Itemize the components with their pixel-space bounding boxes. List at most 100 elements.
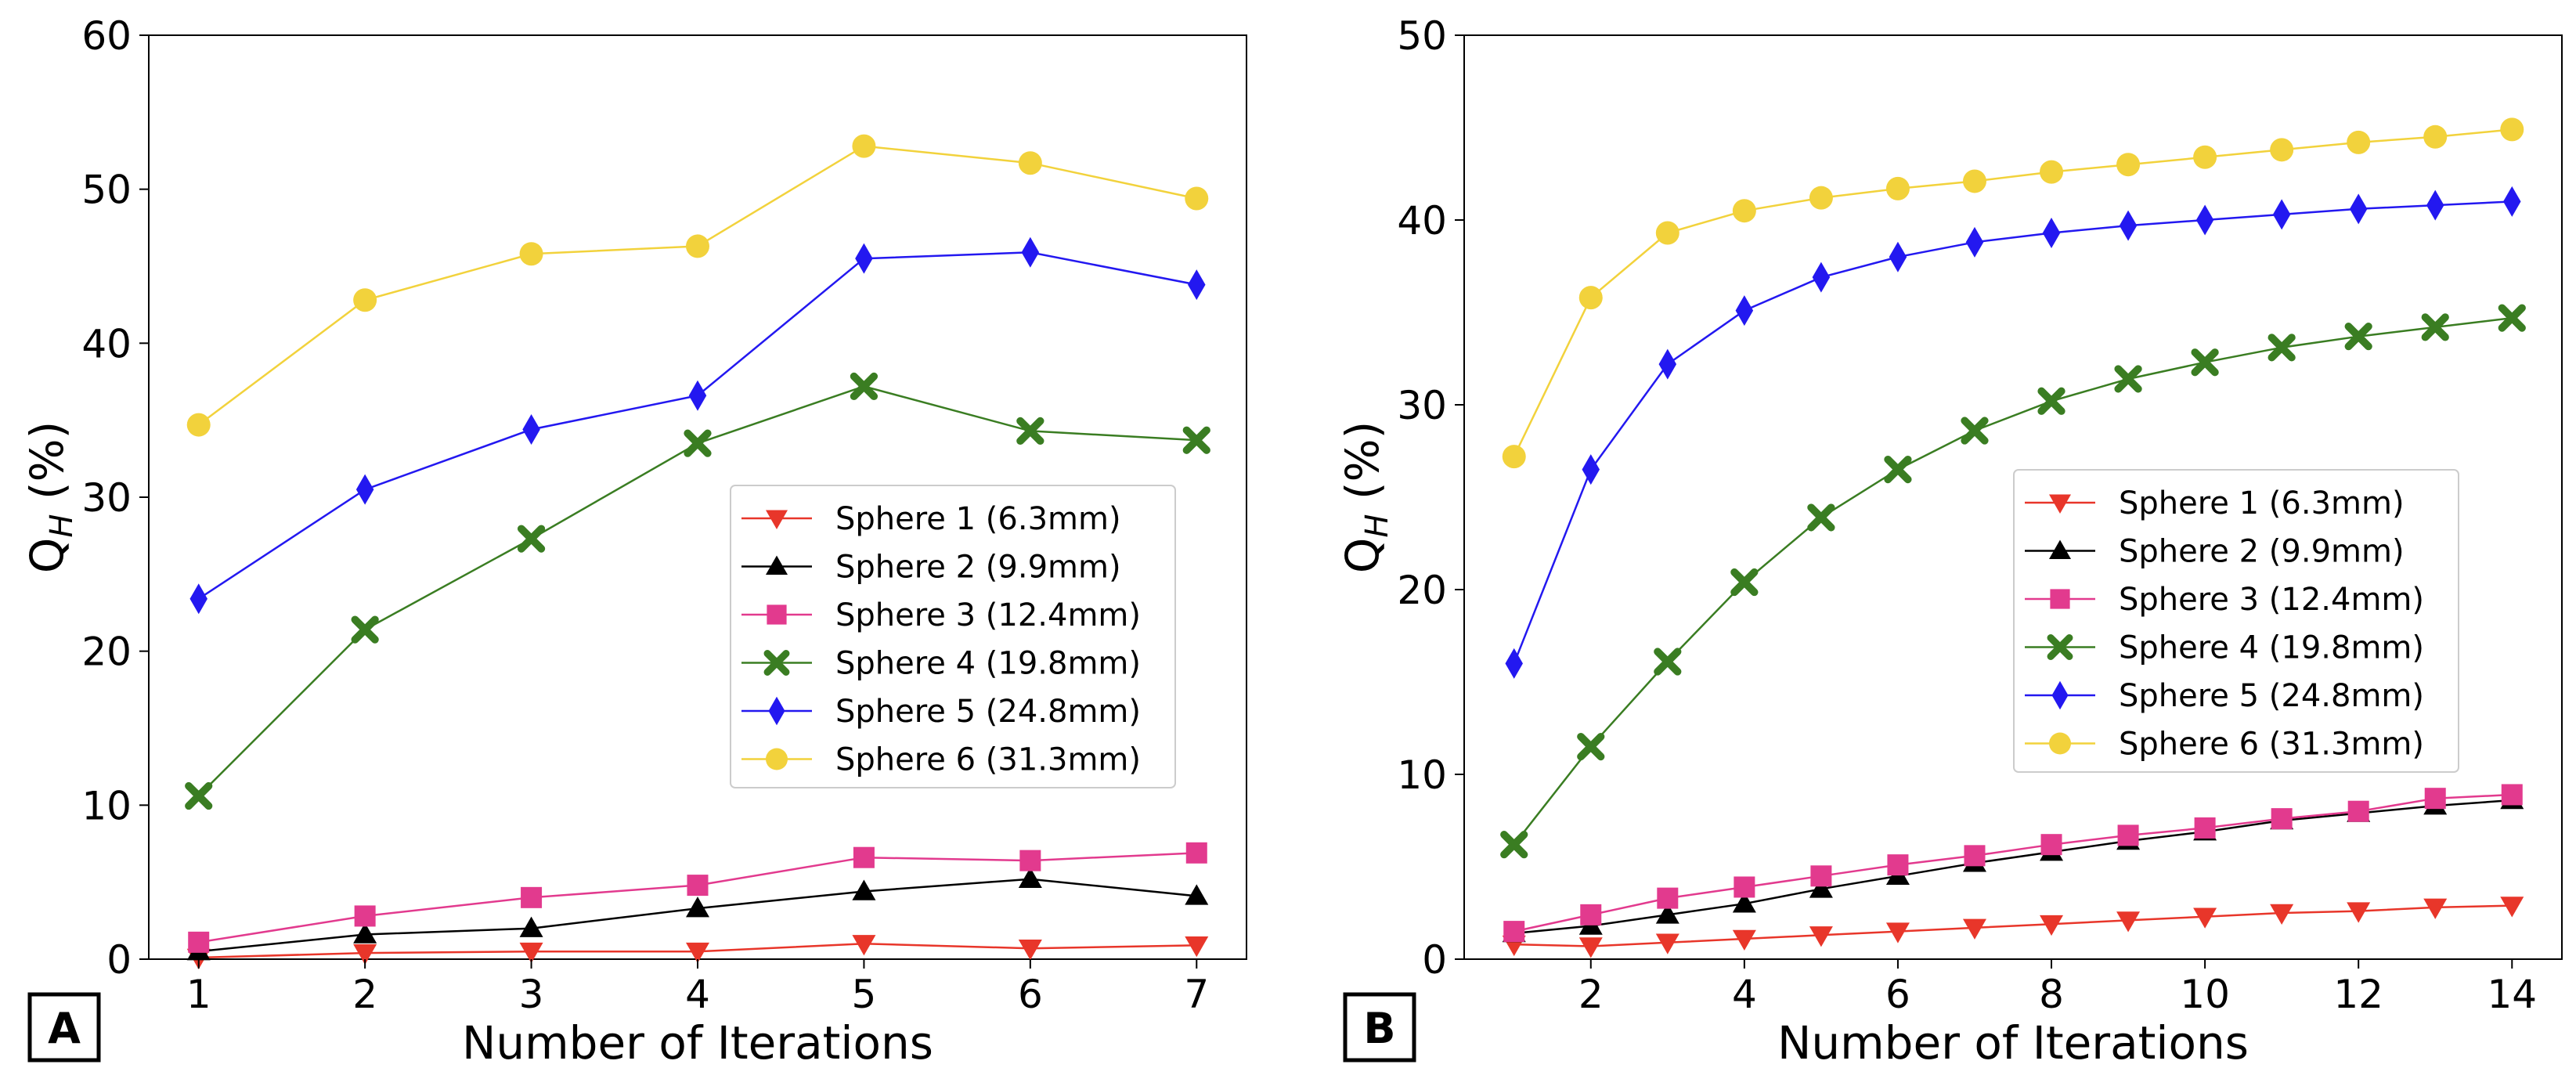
x-tick-label: 10 (2180, 972, 2230, 1017)
legend-box (730, 485, 1176, 788)
data-point (2270, 138, 2294, 162)
x-tick-label: 2 (352, 972, 377, 1017)
data-point (2498, 304, 2526, 332)
y-axis-label-sub: H (44, 514, 80, 538)
data-point (1578, 937, 1603, 958)
legend-entry: Sphere 6 (31.3mm) (2119, 727, 2424, 763)
data-point (2347, 800, 2369, 822)
data-point (185, 781, 213, 810)
data-point (2195, 204, 2214, 236)
legend-entry: Sphere 2 (9.9mm) (2119, 534, 2405, 570)
data-point (1500, 831, 1528, 859)
data-point (2503, 186, 2521, 217)
panel-letter: B (1363, 1004, 1395, 1053)
x-tick-label: 3 (519, 972, 544, 1017)
legend-marker (766, 555, 788, 575)
x-tick-label: 14 (2487, 972, 2537, 1017)
legend-marker (766, 510, 788, 529)
y-axis-label-main: Q (1336, 538, 1389, 574)
x-tick-label: 2 (1578, 972, 1604, 1017)
legend-marker (2049, 732, 2071, 755)
data-point (1730, 568, 1759, 597)
data-point (188, 931, 210, 953)
data-point (1185, 842, 1207, 864)
y-tick-label: 0 (1422, 937, 1447, 983)
y-axis-label-suffix: (%) (1336, 421, 1389, 500)
y-tick-label: 10 (81, 783, 132, 828)
legend-box (2013, 469, 2459, 773)
data-point (519, 942, 543, 964)
data-point (850, 372, 879, 401)
data-point (1016, 417, 1044, 446)
data-point (1019, 850, 1041, 871)
data-point (1021, 236, 1040, 268)
data-point (1810, 865, 1832, 887)
data-point (2426, 189, 2444, 221)
y-axis-label: QH (%) (20, 421, 80, 574)
data-point (2344, 323, 2372, 351)
legend-entry: Sphere 3 (12.4mm) (2119, 582, 2424, 618)
data-point (853, 846, 875, 868)
data-point (1809, 926, 1833, 947)
legend-marker (2051, 680, 2069, 710)
data-point (1578, 286, 1603, 310)
data-point (186, 413, 211, 437)
panel-letter: A (48, 1004, 81, 1053)
data-point (2119, 210, 2138, 241)
series-6 (1502, 117, 2524, 469)
data-point (2037, 387, 2065, 415)
y-axis-label: QH (%) (1336, 421, 1395, 574)
data-point (519, 242, 543, 266)
legend-entry: Sphere 1 (6.3mm) (835, 501, 1121, 537)
data-point (2270, 904, 2294, 925)
data-point (1655, 933, 1679, 954)
data-point (353, 288, 377, 312)
data-point (2040, 160, 2064, 184)
data-point (1734, 876, 1755, 898)
data-point (852, 935, 876, 956)
data-point (2500, 897, 2524, 918)
data-point (2423, 124, 2448, 149)
data-point (687, 875, 709, 897)
series-line (1513, 128, 2513, 457)
data-point (1018, 151, 1042, 175)
data-point (852, 134, 876, 158)
data-point (1735, 295, 1754, 327)
x-tick-label: 12 (2333, 972, 2383, 1017)
x-tick-label: 7 (1184, 972, 1209, 1017)
y-tick-label: 20 (81, 630, 132, 675)
y-tick-label: 10 (1397, 752, 1447, 798)
data-point (1885, 176, 1910, 200)
data-point (1018, 939, 1042, 961)
data-point (517, 525, 546, 553)
data-point (1503, 921, 1525, 943)
series-5 (189, 236, 1206, 615)
data-point (2423, 898, 2448, 919)
y-tick-label: 40 (1397, 198, 1447, 244)
data-point (1732, 929, 1756, 951)
legend: Sphere 1 (6.3mm) Sphere 2 (9.9mm) Sphere 3… (730, 485, 1176, 788)
data-point (1657, 887, 1679, 909)
data-point (2042, 218, 2061, 249)
series-line (1513, 799, 2513, 935)
x-axis-label: Number of Iterations (1777, 1016, 2249, 1070)
data-point (686, 897, 709, 918)
y-tick-label: 60 (81, 13, 132, 59)
data-point (1185, 884, 1209, 905)
series-line (1513, 200, 2513, 664)
legend-marker (766, 748, 788, 770)
panel-a: 1 2 3 4 5 6 7 0 10 20 30 40 50 60 Number of Iteratio… (20, 13, 1247, 1070)
panel-letter-box (1343, 992, 1416, 1063)
data-point (1961, 417, 1989, 445)
legend-entry: Sphere 6 (31.3mm) (835, 742, 1141, 778)
data-point (2193, 145, 2217, 169)
data-point (2040, 834, 2062, 856)
data-point (1809, 877, 1833, 898)
data-point (1812, 262, 1831, 293)
data-point (1582, 454, 1600, 485)
data-point (2191, 348, 2219, 377)
data-point (2500, 117, 2524, 142)
panel-letter-box (27, 992, 101, 1063)
data-point (1182, 426, 1210, 454)
